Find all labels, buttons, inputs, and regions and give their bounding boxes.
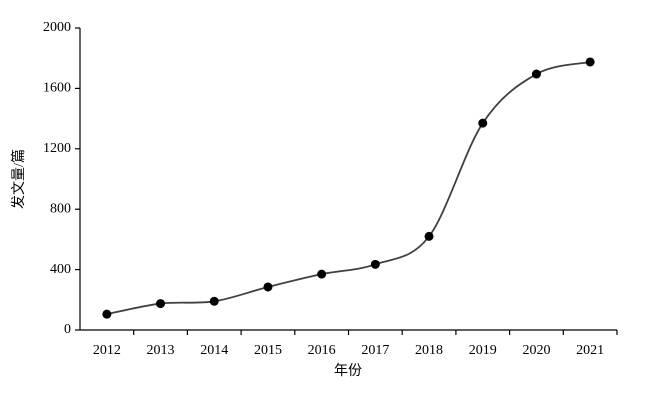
y-tick-label: 1600 bbox=[43, 81, 71, 96]
x-tick-label: 2021 bbox=[576, 343, 604, 358]
x-axis-label: 年份 bbox=[334, 363, 362, 379]
x-tick-label: 2015 bbox=[254, 343, 282, 358]
x-tick-label: 2020 bbox=[522, 343, 550, 358]
x-tick-label: 2017 bbox=[361, 343, 389, 358]
marker bbox=[102, 309, 112, 319]
y-tick-label: 2000 bbox=[43, 20, 71, 35]
marker bbox=[531, 69, 541, 79]
x-tick-label: 2018 bbox=[415, 343, 443, 358]
marker bbox=[370, 259, 380, 269]
y-tick-label: 800 bbox=[50, 201, 71, 216]
marker bbox=[424, 231, 434, 241]
marker bbox=[156, 299, 166, 309]
x-tick-label: 2019 bbox=[469, 343, 497, 358]
y-tick-label: 0 bbox=[64, 322, 71, 337]
x-tick-label: 2014 bbox=[200, 343, 228, 358]
marker bbox=[317, 269, 327, 279]
line bbox=[106, 61, 591, 316]
marker bbox=[478, 118, 488, 128]
x-tick-label: 2012 bbox=[93, 343, 121, 358]
y-axis-label: 发文量/篇 bbox=[11, 149, 27, 209]
marker bbox=[209, 296, 219, 306]
x-tick-label: 2016 bbox=[308, 343, 336, 358]
marker bbox=[263, 282, 273, 292]
y-tick-label: 1200 bbox=[43, 141, 71, 156]
y-tick-label: 400 bbox=[50, 262, 71, 277]
x-tick-label: 2013 bbox=[147, 343, 175, 358]
marker bbox=[585, 57, 595, 67]
